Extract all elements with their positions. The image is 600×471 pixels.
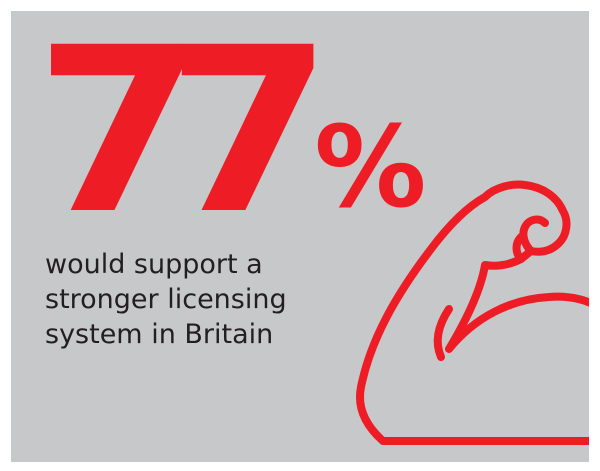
statistic-value: 77% xyxy=(35,17,427,245)
caption-line-1: would support a xyxy=(45,249,263,280)
caption-line-2: stronger licensing xyxy=(45,284,287,315)
infographic-card: 77% would support a stronger licensing s… xyxy=(11,11,589,462)
flexed-bicep-icon xyxy=(356,180,589,445)
caption-line-3: system in Britain xyxy=(45,319,274,350)
statistic-number: 77 xyxy=(35,11,333,264)
percent-sign: % xyxy=(314,103,427,233)
statistic-caption: would support a stronger licensing syste… xyxy=(45,247,287,352)
